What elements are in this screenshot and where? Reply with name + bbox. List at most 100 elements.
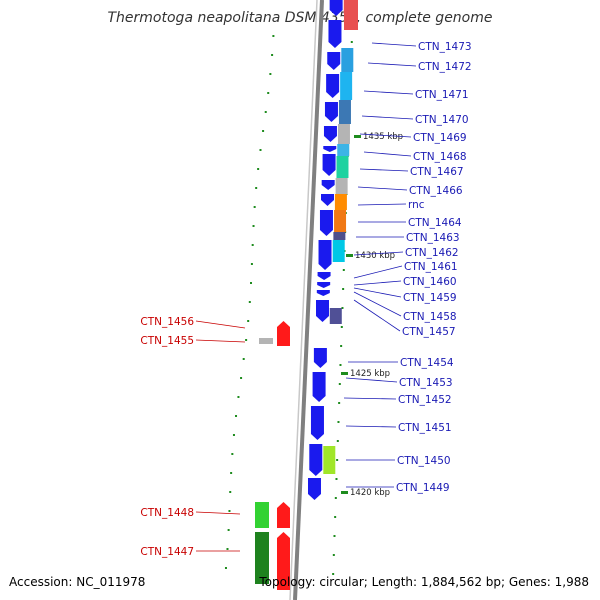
ruler-dot-left [253, 206, 256, 208]
ruler-dot-right [332, 554, 335, 556]
ruler-dot-left [271, 54, 274, 56]
label-leader-line [363, 90, 414, 95]
forward-gene-arrow [321, 180, 335, 190]
label-leader-line [363, 151, 412, 157]
ruler-dot-left [267, 92, 270, 94]
label-leader-line [195, 339, 246, 343]
color-band [338, 100, 351, 124]
label-leader-line [195, 320, 246, 329]
color-band [334, 210, 347, 232]
gene-label: CTN_1461 [404, 261, 458, 273]
label-leader-line [353, 265, 403, 279]
gene-labels: CTN_1473 CTN_1472 CTN_1471 CTN_1470 CTN_1469… [140, 41, 471, 558]
ruler-dot-left [250, 263, 253, 265]
ruler-dot-left [224, 567, 227, 569]
color-band [329, 308, 342, 324]
gene-label: CTN_1448 [140, 507, 194, 519]
label-leader-line [195, 511, 241, 515]
forward-gene-arrow [323, 146, 337, 152]
gene-label: CTN_1463 [406, 232, 460, 244]
label-leader-line [359, 133, 412, 138]
scale-tick [341, 491, 348, 494]
ruler-dot-left [272, 35, 275, 37]
color-band [337, 124, 350, 144]
ruler-dot-right [334, 516, 337, 518]
ruler-dot-right [332, 573, 335, 575]
label-leader-line [357, 203, 407, 206]
forward-gene-arrow [323, 126, 337, 142]
map-title: Thermotoga neapolitana DSM 4359, complet… [108, 10, 493, 26]
backbone-line [293, 0, 324, 600]
label-leader-line [357, 186, 408, 191]
ruler-dot-left [245, 339, 248, 341]
label-leader-line [353, 287, 402, 298]
ruler-dot-left [231, 453, 234, 455]
grey-gene-block [259, 338, 273, 344]
ruler-dot-right [350, 41, 353, 43]
forward-gene-arrow [317, 272, 331, 280]
ruler-dot-right [336, 459, 339, 461]
ruler-dot-right [337, 421, 340, 423]
gene-label: CTN_1458 [403, 311, 457, 323]
gene-label: CTN_1462 [405, 247, 459, 259]
forward-gene-arrow [329, 0, 343, 16]
green-gene-block [255, 502, 269, 528]
gene-label: CTN_1466 [409, 185, 463, 197]
forward-gene-arrow [322, 154, 336, 176]
forward-gene-arrow [326, 74, 340, 98]
gene-label: CTN_1472 [418, 61, 472, 73]
scale-tick-label: 1430 kbp [355, 251, 395, 261]
forward-gene-arrow [321, 194, 334, 206]
ruler-dot-left [230, 472, 233, 474]
ruler-dot-right [336, 440, 339, 442]
label-leader-line [367, 62, 417, 67]
reverse-gene-arrow [277, 502, 290, 528]
gene-label: CTN_1449 [396, 482, 450, 494]
forward-gene-arrow [317, 282, 331, 288]
ruler-dot-right [334, 497, 337, 499]
scale-tick-label: 1435 kbp [363, 132, 403, 142]
color-band [332, 240, 345, 262]
gene-block [344, 0, 358, 30]
color-band [340, 72, 353, 100]
forward-gene-arrow [316, 290, 330, 296]
gene-label: CTN_1447 [140, 546, 194, 558]
gene-label: CTN_1473 [418, 41, 472, 53]
gene-label: CTN_1460 [403, 276, 457, 288]
reverse-gene-arrow [277, 321, 290, 346]
forward-gene-arrow [310, 406, 324, 440]
forward-gene-arrow [328, 20, 342, 48]
forward-gene-arrow [307, 478, 321, 500]
gene-label: CTN_1459 [403, 292, 457, 304]
label-leader-line [353, 251, 404, 256]
forward-gene-arrow [327, 52, 341, 70]
gene-label: CTN_1457 [402, 326, 456, 338]
gene-label: CTN_1468 [413, 151, 467, 163]
ruler-dot-left [226, 548, 229, 550]
ruler-dot-right [340, 345, 343, 347]
label-leader-line [359, 168, 409, 172]
scale-tick-label: 1420 kbp [350, 488, 390, 498]
gene-label: CTN_1453 [399, 377, 453, 389]
color-band [337, 144, 350, 156]
ruler-dot-left [259, 149, 262, 151]
ruler-dot-left [229, 491, 232, 493]
ruler-dot-right [342, 269, 345, 271]
forward-gene-arrow [319, 210, 333, 236]
forward-gene-arrow [324, 102, 338, 122]
gene-label: CTN_1451 [398, 422, 452, 434]
gene-label: CTN_1450 [397, 455, 451, 467]
gene-label: CTN_1470 [415, 114, 469, 126]
forward-gene-arrow [316, 300, 330, 322]
gene-features [255, 0, 358, 590]
color-band [334, 194, 347, 210]
ruler-dot-left [257, 168, 260, 170]
ruler-dot-left [235, 415, 238, 417]
ruler-dot-left [242, 358, 245, 360]
color-band [323, 446, 336, 474]
topology-summary-text: Topology: circular; Length: 1,884,562 bp… [258, 575, 589, 589]
ruler-dot-right [335, 478, 338, 480]
forward-gene-arrow [313, 348, 327, 368]
ruler-dot-left [227, 529, 230, 531]
ruler-dot-right [338, 383, 341, 385]
